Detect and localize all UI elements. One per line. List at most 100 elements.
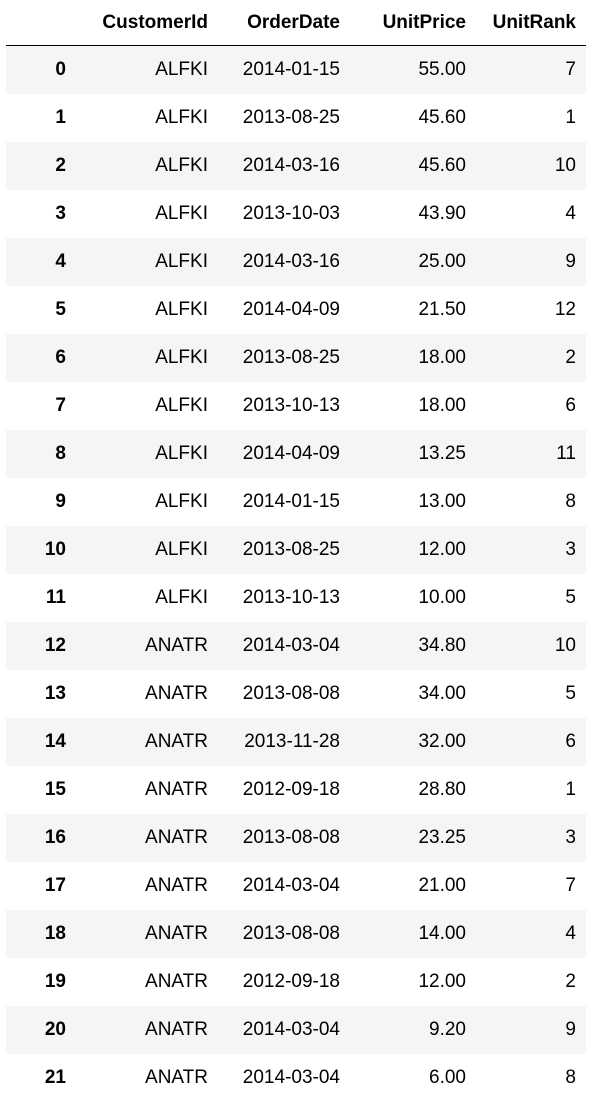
- cell-customerid: ALFKI: [82, 238, 218, 286]
- cell-unitprice: 12.00: [350, 526, 476, 574]
- cell-unitrank: 6: [476, 718, 586, 766]
- column-header-customerid: CustomerId: [82, 0, 218, 46]
- cell-customerid: ALFKI: [82, 574, 218, 622]
- cell-unitrank: 11: [476, 430, 586, 478]
- cell-orderdate: 2013-08-25: [218, 94, 350, 142]
- row-index: 3: [6, 190, 82, 238]
- cell-unitrank: 9: [476, 238, 586, 286]
- cell-customerid: ANATR: [82, 766, 218, 814]
- cell-unitprice: 12.00: [350, 958, 476, 1006]
- cell-unitrank: 6: [476, 382, 586, 430]
- dataframe-table: CustomerId OrderDate UnitPrice UnitRank …: [6, 0, 586, 1102]
- cell-orderdate: 2014-04-09: [218, 430, 350, 478]
- cell-customerid: ANATR: [82, 862, 218, 910]
- cell-unitrank: 4: [476, 910, 586, 958]
- cell-unitrank: 12: [476, 286, 586, 334]
- cell-orderdate: 2013-08-25: [218, 526, 350, 574]
- cell-unitprice: 14.00: [350, 910, 476, 958]
- row-index: 11: [6, 574, 82, 622]
- row-index: 6: [6, 334, 82, 382]
- cell-unitprice: 13.00: [350, 478, 476, 526]
- row-index: 5: [6, 286, 82, 334]
- cell-customerid: ALFKI: [82, 430, 218, 478]
- row-index: 15: [6, 766, 82, 814]
- cell-customerid: ANATR: [82, 814, 218, 862]
- cell-unitrank: 10: [476, 622, 586, 670]
- cell-unitprice: 21.50: [350, 286, 476, 334]
- cell-unitrank: 1: [476, 766, 586, 814]
- cell-unitrank: 9: [476, 1006, 586, 1054]
- cell-unitprice: 25.00: [350, 238, 476, 286]
- cell-unitprice: 9.20: [350, 1006, 476, 1054]
- cell-orderdate: 2013-08-25: [218, 334, 350, 382]
- cell-orderdate: 2013-08-08: [218, 814, 350, 862]
- cell-unitrank: 10: [476, 142, 586, 190]
- cell-unitrank: 4: [476, 190, 586, 238]
- cell-customerid: ALFKI: [82, 334, 218, 382]
- row-index: 0: [6, 46, 82, 95]
- cell-customerid: ALFKI: [82, 190, 218, 238]
- cell-unitrank: 8: [476, 1054, 586, 1102]
- cell-unitprice: 13.25: [350, 430, 476, 478]
- cell-unitrank: 5: [476, 670, 586, 718]
- cell-customerid: ALFKI: [82, 142, 218, 190]
- cell-customerid: ALFKI: [82, 382, 218, 430]
- cell-customerid: ANATR: [82, 958, 218, 1006]
- cell-customerid: ANATR: [82, 1006, 218, 1054]
- cell-orderdate: 2013-10-03: [218, 190, 350, 238]
- cell-customerid: ALFKI: [82, 526, 218, 574]
- cell-unitprice: 43.90: [350, 190, 476, 238]
- cell-unitrank: 7: [476, 862, 586, 910]
- column-header-unitprice: UnitPrice: [350, 0, 476, 46]
- cell-customerid: ANATR: [82, 910, 218, 958]
- cell-orderdate: 2013-08-08: [218, 670, 350, 718]
- cell-unitprice: 21.00: [350, 862, 476, 910]
- cell-orderdate: 2013-10-13: [218, 574, 350, 622]
- cell-unitrank: 3: [476, 814, 586, 862]
- cell-orderdate: 2013-11-28: [218, 718, 350, 766]
- cell-unitprice: 18.00: [350, 382, 476, 430]
- row-index: 4: [6, 238, 82, 286]
- row-index: 1: [6, 94, 82, 142]
- column-header-orderdate: OrderDate: [218, 0, 350, 46]
- row-index: 7: [6, 382, 82, 430]
- cell-orderdate: 2014-03-16: [218, 238, 350, 286]
- row-index: 2: [6, 142, 82, 190]
- cell-orderdate: 2014-03-04: [218, 1006, 350, 1054]
- cell-customerid: ALFKI: [82, 478, 218, 526]
- cell-orderdate: 2014-04-09: [218, 286, 350, 334]
- cell-orderdate: 2014-03-16: [218, 142, 350, 190]
- cell-customerid: ANATR: [82, 718, 218, 766]
- cell-customerid: ALFKI: [82, 94, 218, 142]
- cell-customerid: ANATR: [82, 622, 218, 670]
- row-index: 8: [6, 430, 82, 478]
- row-index: 13: [6, 670, 82, 718]
- cell-unitrank: 2: [476, 958, 586, 1006]
- row-index: 20: [6, 1006, 82, 1054]
- cell-orderdate: 2014-03-04: [218, 862, 350, 910]
- cell-customerid: ALFKI: [82, 286, 218, 334]
- cell-customerid: ALFKI: [82, 46, 218, 95]
- cell-unitrank: 1: [476, 94, 586, 142]
- row-index: 10: [6, 526, 82, 574]
- cell-unitrank: 5: [476, 574, 586, 622]
- cell-unitrank: 3: [476, 526, 586, 574]
